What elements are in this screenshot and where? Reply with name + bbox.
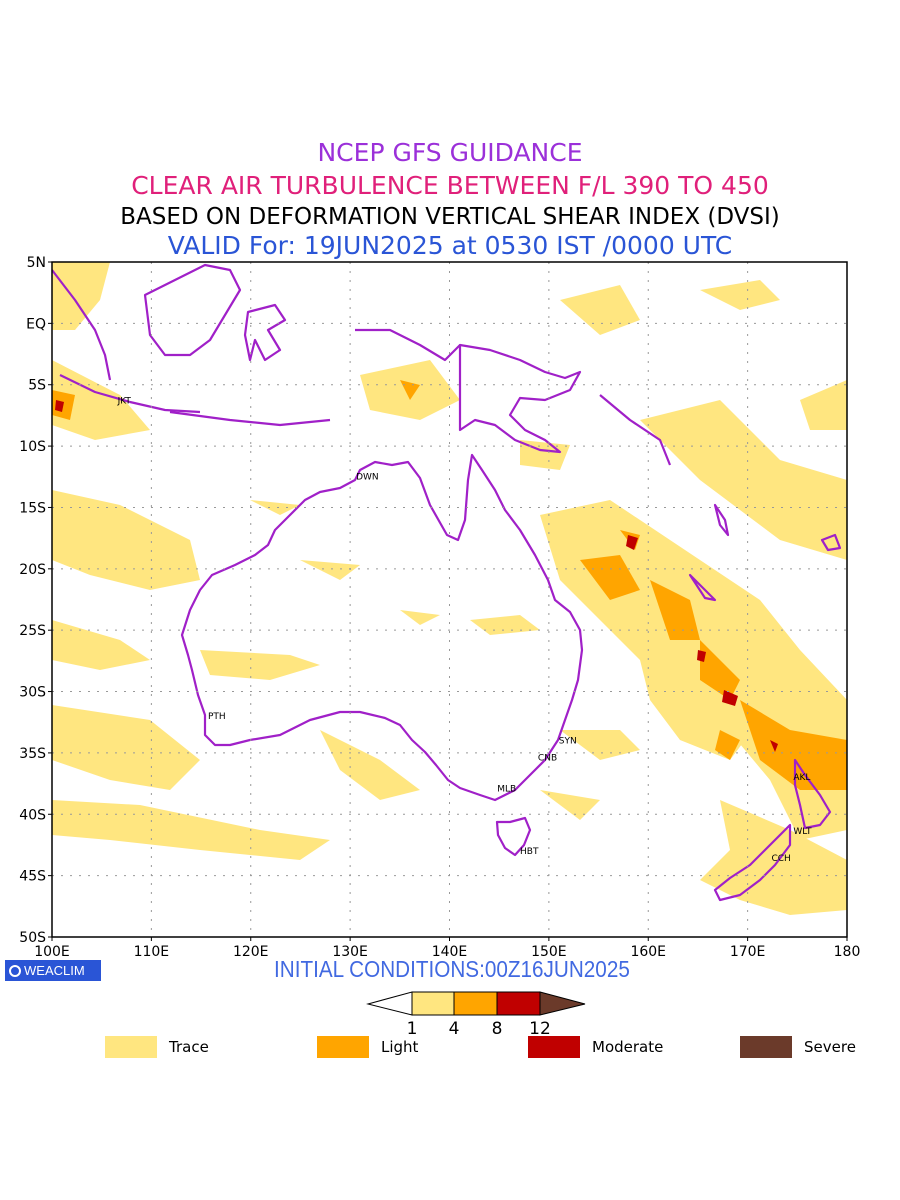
colorbar-tick-label: 1 <box>407 1019 418 1039</box>
city-label-cnb: CNB <box>538 754 557 764</box>
graticule <box>52 262 847 937</box>
lon-tick-label: 170E <box>730 944 766 960</box>
lon-tick-label: 110E <box>134 944 170 960</box>
lon-tick-label: 150E <box>531 944 567 960</box>
lon-tick-label: 130E <box>332 944 368 960</box>
lat-tick-label: 15S <box>19 500 46 516</box>
lon-tick-label: 140E <box>432 944 468 960</box>
lat-tick-label: 10S <box>19 439 46 455</box>
title-model: NCEP GFS GUIDANCE <box>317 138 583 167</box>
lat-tick-label: 45S <box>19 869 46 885</box>
city-label-akl: AKL <box>793 773 810 783</box>
city-label-dwn: DWN <box>356 473 379 483</box>
lat-tick-label: 20S <box>19 562 46 578</box>
lat-tick-label: 5N <box>27 255 46 271</box>
legend-swatch-severe <box>740 1036 792 1058</box>
title-valid-time: VALID For: 19JUN2025 at 0530 IST /0000 U… <box>167 231 733 260</box>
lat-tick-label: 5S <box>28 378 46 394</box>
title-product: CLEAR AIR TURBULENCE BETWEEN F/L 390 TO … <box>131 171 769 200</box>
lon-tick-label: 180 <box>834 944 861 960</box>
logo-ring-icon <box>9 965 21 977</box>
city-label-hbt: HBT <box>520 847 539 857</box>
city-label-syn: SYN <box>559 736 577 746</box>
title-method: BASED ON DEFORMATION VERTICAL SHEAR INDE… <box>120 204 780 230</box>
city-label-jkt: JKT <box>117 396 132 406</box>
legend-label-severe: Severe <box>804 1038 856 1056</box>
legend-label-moderate: Moderate <box>592 1038 664 1056</box>
lat-tick-label: 35S <box>19 746 46 762</box>
weaclim-logo: WEACLIM <box>5 960 101 981</box>
colorbar-tick-label: 4 <box>449 1019 460 1039</box>
lat-tick-label: 50S <box>19 930 46 946</box>
city-label-wlt: WLT <box>793 827 812 837</box>
initial-conditions: INITIAL CONDITIONS:00Z16JUN2025 <box>274 956 630 982</box>
logo-text: WEACLIM <box>24 963 85 978</box>
legend-swatch-moderate <box>528 1036 580 1058</box>
lon-tick-label: 100E <box>34 944 70 960</box>
city-label-pth: PTH <box>208 712 226 722</box>
lat-tick-label: 25S <box>19 623 46 639</box>
legend-swatch-trace <box>105 1036 157 1058</box>
legend-label-trace: Trace <box>169 1038 209 1056</box>
lat-tick-label: 40S <box>19 807 46 823</box>
city-label-cch: CCH <box>771 854 790 864</box>
lon-tick-label: 120E <box>233 944 269 960</box>
legend-label-light: Light <box>381 1038 419 1056</box>
turbulence-field <box>52 262 847 915</box>
lon-tick-label: 160E <box>630 944 666 960</box>
lat-tick-label: 30S <box>19 685 46 701</box>
city-label-mlb: MLB <box>497 784 516 794</box>
legend-swatch-light <box>317 1036 369 1058</box>
lat-tick-label: EQ <box>26 316 46 332</box>
colorbar-tick-label: 8 <box>492 1019 503 1039</box>
